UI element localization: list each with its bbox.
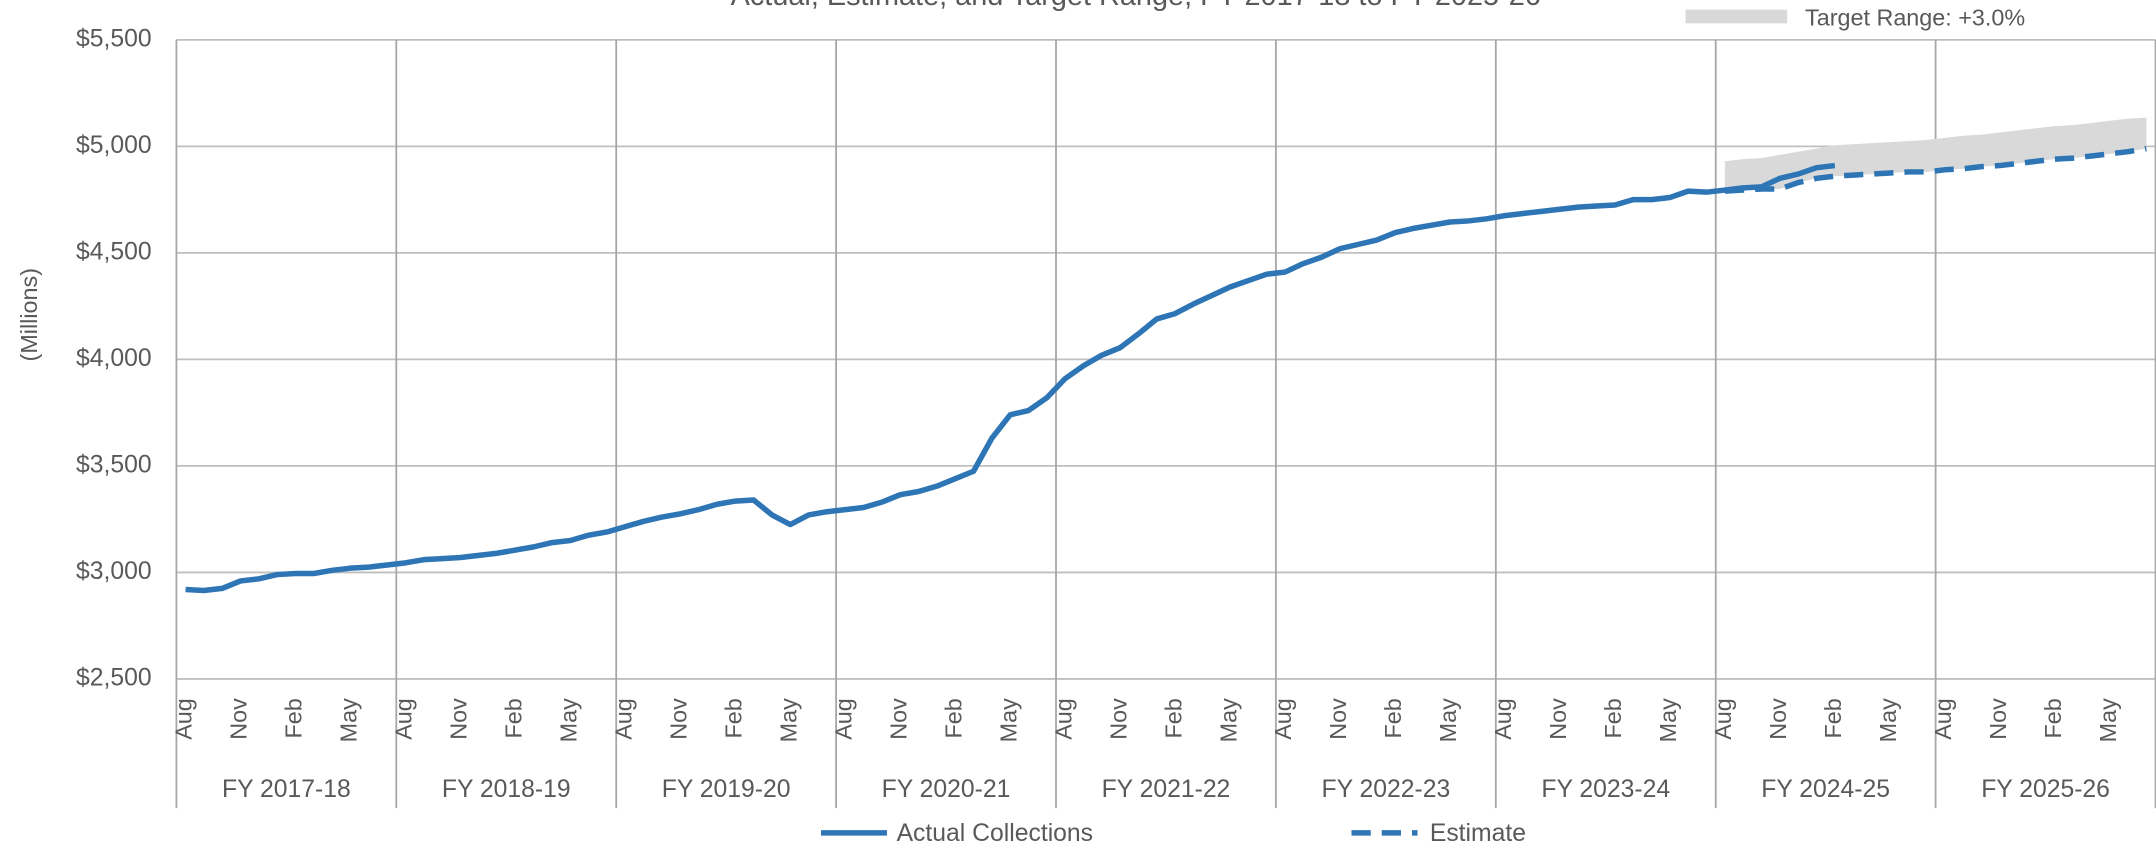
x-tick-label: Feb — [1600, 698, 1626, 738]
x-tick-label: Feb — [281, 698, 307, 738]
y-tick-label: $4,500 — [76, 238, 152, 265]
y-tick-label: $3,000 — [76, 558, 152, 585]
y-axis-label: (Millions) — [16, 268, 42, 361]
grid — [175, 38, 2156, 809]
x-tick-label: Feb — [501, 698, 527, 738]
x-tick-label: Aug — [1930, 698, 1956, 740]
x-tick-label: Aug — [1490, 698, 1516, 740]
chart-title: Actual, Estimate, and Target Range, FY 2… — [731, 0, 1541, 12]
x-tick-label: May — [1215, 698, 1241, 742]
group-label: FY 2024-25 — [1761, 776, 1890, 803]
x-tick-label: Aug — [611, 698, 637, 740]
x-tick-label: Aug — [1270, 698, 1296, 740]
labels: $2,500 $3,000 $3,500 $4,000 $4,500 $5,000 $5,5… — [76, 4, 2121, 846]
x-tick-label: May — [336, 698, 362, 742]
actual-line — [185, 162, 1836, 594]
x-tick-label: Nov — [1765, 698, 1791, 740]
y-tick-label: $5,500 — [76, 25, 152, 52]
group-label: FY 2019-20 — [662, 776, 791, 803]
x-tick-label: May — [556, 698, 582, 742]
x-tick-label: May — [2095, 698, 2121, 742]
x-tick-label: May — [995, 698, 1021, 742]
legend-label: Estimate — [1430, 820, 1526, 847]
x-tick-label: May — [1655, 698, 1681, 742]
legend-label: Target Range: +3.0% — [1805, 4, 2025, 30]
x-tick-label: Aug — [1050, 698, 1076, 740]
x-tick-label: Feb — [1160, 698, 1186, 738]
y-tick-label: $2,500 — [76, 664, 152, 691]
x-tick-label: Aug — [391, 698, 417, 740]
group-label: FY 2018-19 — [442, 776, 571, 803]
x-tick-label: Aug — [171, 698, 197, 740]
x-tick-label: Nov — [1545, 698, 1571, 740]
x-tick-label: Feb — [940, 698, 966, 738]
group-label: FY 2017-18 — [222, 776, 351, 803]
x-tick-label: May — [1875, 698, 1901, 742]
x-tick-label: Feb — [720, 698, 746, 738]
x-tick-label: Feb — [2040, 698, 2066, 738]
group-label: FY 2021-22 — [1102, 776, 1231, 803]
x-tick-label: Nov — [1105, 698, 1131, 740]
group-label: FY 2023-24 — [1541, 776, 1670, 803]
x-tick-label: Nov — [226, 698, 252, 740]
x-tick-label: May — [775, 698, 801, 742]
estimate-line — [1724, 145, 2147, 194]
legend-label: Actual Collections — [897, 820, 1093, 847]
x-tick-label: Nov — [885, 698, 911, 740]
group-label: FY 2022-23 — [1321, 776, 1450, 803]
x-tick-label: Nov — [666, 698, 692, 740]
x-tick-label: Nov — [1325, 698, 1351, 740]
legend-swatch — [1685, 9, 1788, 24]
x-tick-label: Feb — [1820, 698, 1846, 738]
y-tick-label: $5,000 — [76, 132, 152, 159]
group-label: FY 2020-21 — [882, 776, 1011, 803]
x-tick-label: Nov — [1985, 698, 2011, 740]
y-tick-label: $3,500 — [76, 451, 152, 478]
y-tick-label: $4,000 — [76, 345, 152, 372]
group-label: FY 2025-26 — [1981, 776, 2110, 803]
x-tick-label: Aug — [830, 698, 856, 740]
marks — [185, 117, 2147, 594]
x-tick-label: May — [1435, 698, 1461, 742]
x-tick-label: Feb — [1380, 698, 1406, 738]
x-tick-label: Nov — [446, 698, 472, 740]
x-tick-label: Aug — [1710, 698, 1736, 740]
target-range-band — [1724, 117, 2147, 192]
